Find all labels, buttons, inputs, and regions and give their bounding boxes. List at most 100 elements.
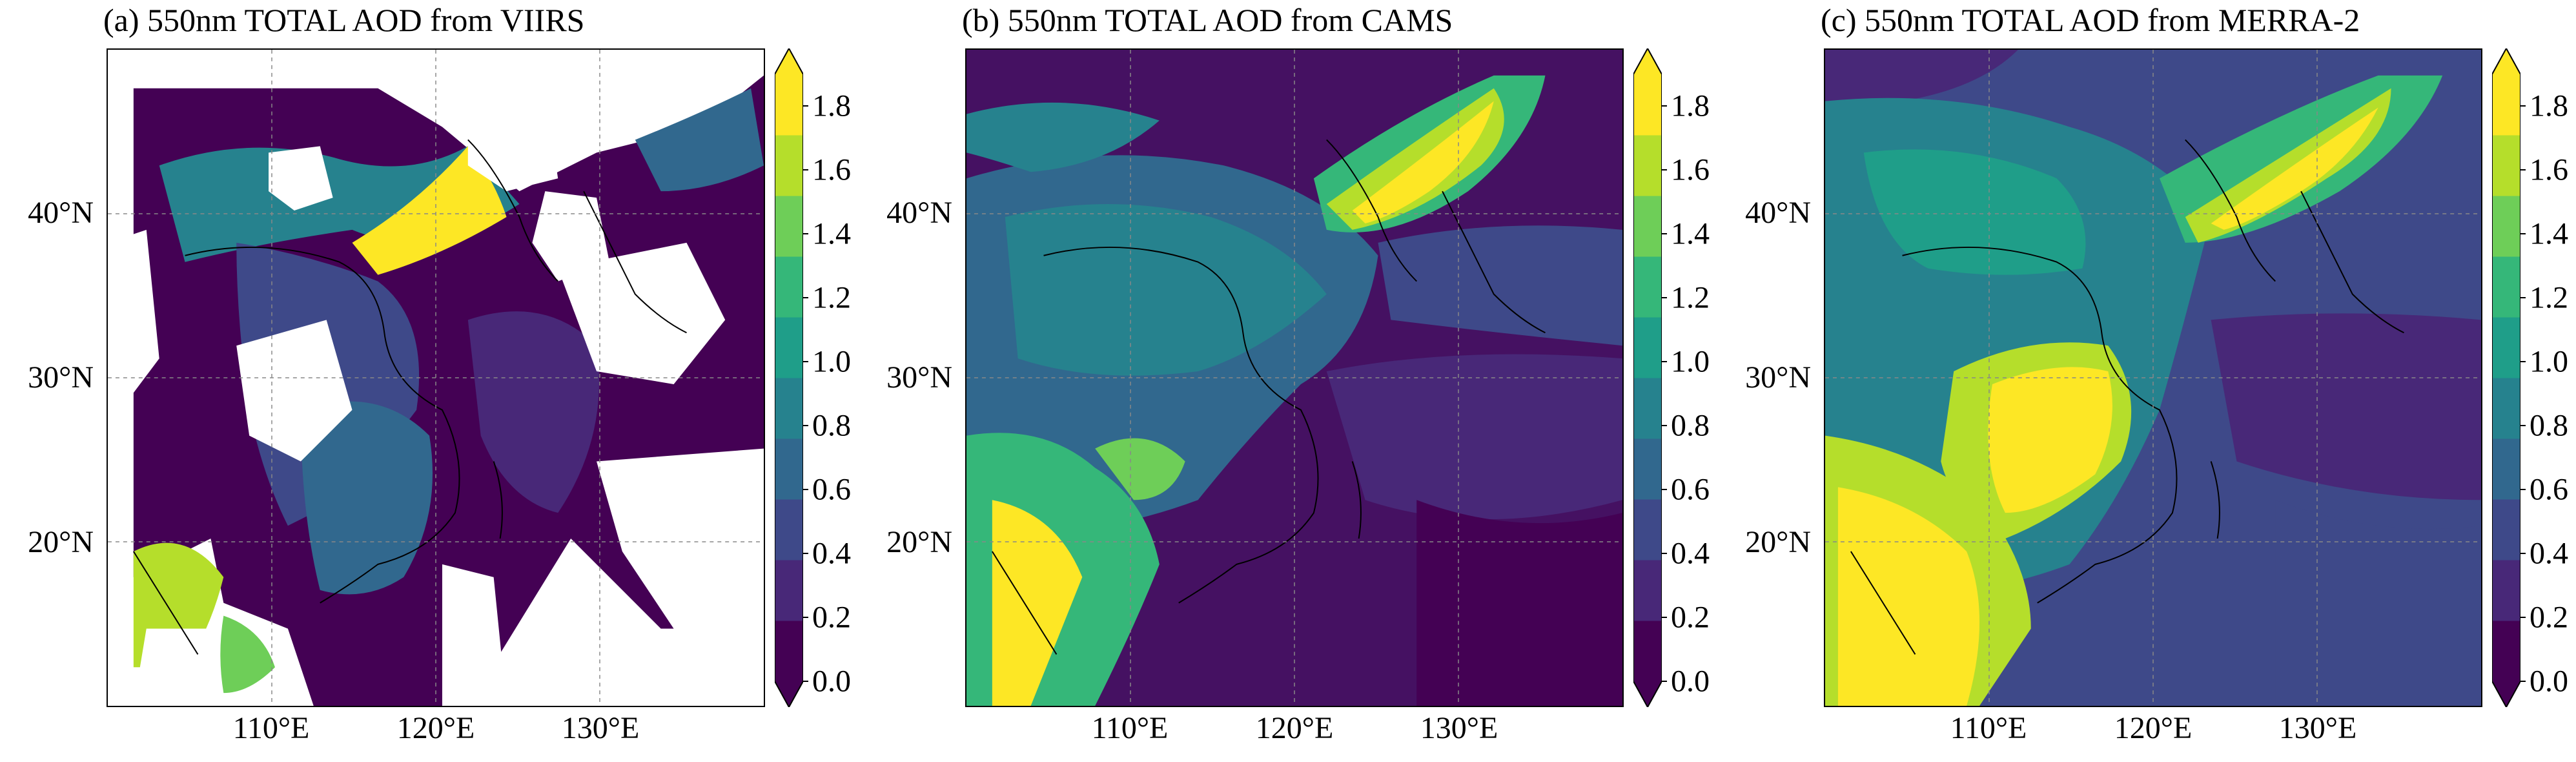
colorbar-segment — [775, 499, 803, 561]
colorbar-tick-label: 1.4 — [812, 216, 851, 251]
colorbar-segment — [775, 317, 803, 378]
colorbar-segment — [775, 560, 803, 621]
aod-map[interactable] — [1824, 48, 2482, 707]
colorbar-tick-mark — [1662, 361, 1667, 363]
lon-tick-label: 130°E — [1420, 711, 1498, 745]
panel-c: (c) 550nm TOTAL AOD from MERRA-2 40°N 30… — [1717, 0, 2576, 762]
lon-tick-label: 130°E — [2278, 711, 2357, 745]
aod-field — [1825, 50, 2481, 706]
colorbar-tick-label: 1.8 — [2530, 88, 2568, 123]
colorbar-tick-label: 0.4 — [1671, 536, 1710, 571]
colorbar-segment — [2492, 317, 2520, 378]
colorbar — [775, 48, 803, 707]
lat-tick-label: 40°N — [28, 196, 94, 230]
colorbar-tick-label: 1.4 — [1671, 216, 1710, 251]
colorbar-tick-mark — [1662, 681, 1667, 682]
colorbar-tick-mark — [2520, 617, 2526, 619]
lat-tick-label: 30°N — [1745, 360, 1811, 395]
colorbar-extend-min — [1633, 681, 1662, 707]
colorbar-tick-label: 1.6 — [812, 152, 851, 187]
colorbar-extend-max — [2492, 48, 2520, 74]
colorbar-tick-label: 0.4 — [812, 536, 851, 571]
colorbar-segment — [1633, 378, 1662, 439]
colorbar-tick-mark — [803, 361, 808, 363]
panel-b: (b) 550nm TOTAL AOD from CAMS 40°N 30°N … — [859, 0, 1717, 762]
colorbar-tick-label: 1.8 — [1671, 88, 1710, 123]
colorbar-tick-label: 0.0 — [812, 664, 851, 699]
colorbar-segment — [1633, 74, 1662, 136]
colorbar-tick-label: 1.2 — [2530, 280, 2568, 315]
colorbar-tick-mark — [1662, 489, 1667, 491]
colorbar-tick-mark — [1662, 617, 1667, 619]
colorbar-tick-mark — [1662, 553, 1667, 555]
colorbar-segment — [1633, 256, 1662, 318]
colorbar-tick-label: 0.8 — [2530, 408, 2568, 443]
lat-tick-label: 40°N — [886, 196, 952, 230]
colorbar-segment — [2492, 256, 2520, 318]
colorbar-tick-label: 1.2 — [1671, 280, 1710, 315]
colorbar-segment — [2492, 196, 2520, 257]
colorbar-segment — [2492, 438, 2520, 500]
colorbar-tick-mark — [1662, 425, 1667, 427]
colorbar-tick-mark — [803, 297, 808, 299]
colorbar-segment — [1633, 621, 1662, 682]
lat-tick-label: 20°N — [28, 525, 94, 559]
colorbar-tick-mark — [2520, 297, 2526, 299]
colorbar-tick-mark — [803, 617, 808, 619]
colorbar-segment — [775, 74, 803, 136]
colorbar-extend-max — [775, 48, 803, 74]
lon-tick-label: 120°E — [1255, 711, 1334, 745]
colorbar-tick-mark — [1662, 169, 1667, 171]
colorbar-segment — [1633, 135, 1662, 196]
colorbar-extend-min — [775, 681, 803, 707]
aod-field — [108, 50, 764, 706]
colorbar-tick-label: 1.0 — [2530, 344, 2568, 379]
colorbar-segment — [1633, 317, 1662, 378]
colorbar-tick-mark — [2520, 233, 2526, 235]
lon-tick-label: 120°E — [2114, 711, 2193, 745]
colorbar-segment — [1633, 196, 1662, 257]
colorbar-segment — [2492, 621, 2520, 682]
lat-tick-label: 20°N — [1745, 525, 1811, 559]
aod-map[interactable] — [107, 48, 765, 707]
colorbar-segment — [775, 438, 803, 500]
colorbar-tick-label: 0.0 — [1671, 664, 1710, 699]
panel-title: (c) 550nm TOTAL AOD from MERRA-2 — [1821, 2, 2360, 38]
colorbar-scale — [2492, 48, 2520, 707]
colorbar-scale — [775, 48, 803, 707]
lon-tick-label: 110°E — [232, 711, 310, 745]
colorbar-tick-label: 0.8 — [1671, 408, 1710, 443]
colorbar-tick-mark — [1662, 233, 1667, 235]
aod-field — [966, 50, 1622, 706]
panel-a: (a) 550nm TOTAL AOD from VIIRS 40°N 30°N… — [0, 0, 859, 762]
lat-tick-label: 40°N — [1745, 196, 1811, 230]
lat-tick-label: 30°N — [28, 360, 94, 395]
colorbar-tick-label: 0.2 — [1671, 600, 1710, 635]
colorbar-scale — [1633, 48, 1662, 707]
colorbar-tick-label: 1.0 — [1671, 344, 1710, 379]
colorbar-segment — [775, 621, 803, 682]
colorbar-segment — [1633, 438, 1662, 500]
panel-title: (b) 550nm TOTAL AOD from CAMS — [962, 2, 1453, 38]
colorbar-tick-mark — [803, 233, 808, 235]
colorbar-tick-label: 0.4 — [2530, 536, 2568, 571]
colorbar-tick-mark — [803, 553, 808, 555]
colorbar-tick-mark — [2520, 681, 2526, 682]
colorbar-tick-label: 0.0 — [2530, 664, 2568, 699]
colorbar-tick-label: 1.2 — [812, 280, 851, 315]
colorbar-tick-mark — [2520, 169, 2526, 171]
colorbar-tick-label: 1.0 — [812, 344, 851, 379]
lon-tick-label: 120°E — [396, 711, 475, 745]
lon-tick-label: 110°E — [1091, 711, 1169, 745]
colorbar-segment — [2492, 74, 2520, 136]
aod-map[interactable] — [965, 48, 1624, 707]
colorbar-tick-label: 0.6 — [1671, 472, 1710, 507]
colorbar-segment — [2492, 560, 2520, 621]
lon-tick-label: 130°E — [561, 711, 640, 745]
lon-tick-label: 110°E — [1950, 711, 2027, 745]
colorbar-segment — [2492, 499, 2520, 561]
lat-tick-label: 30°N — [886, 360, 952, 395]
colorbar-segment — [1633, 560, 1662, 621]
panel-title: (a) 550nm TOTAL AOD from VIIRS — [103, 2, 585, 38]
colorbar-tick-mark — [2520, 361, 2526, 363]
